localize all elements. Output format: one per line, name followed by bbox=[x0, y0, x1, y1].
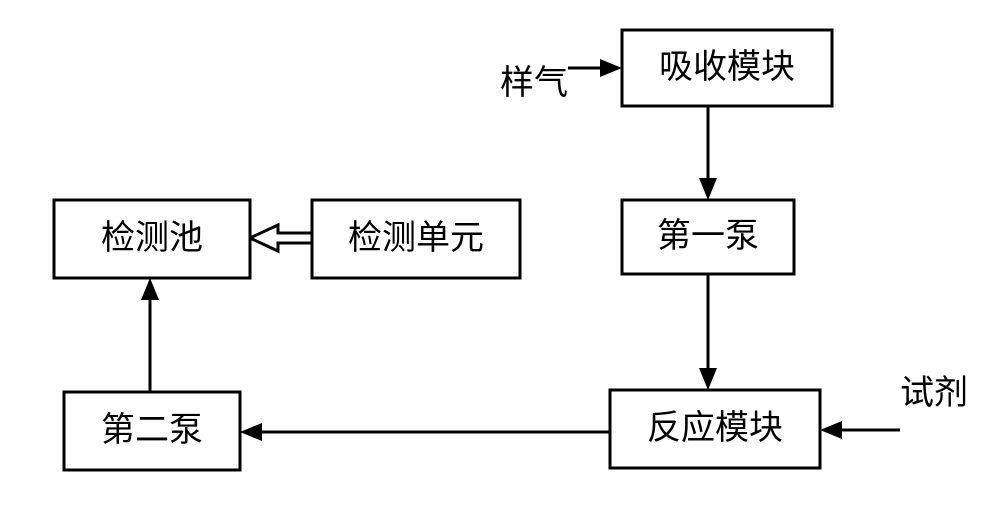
node-pump1-label: 第一泵 bbox=[657, 217, 759, 255]
node-detect_pool-label: 检测池 bbox=[101, 219, 203, 257]
node-pump2: 第二泵 bbox=[64, 392, 240, 470]
flowchart: 吸收模块第一泵反应模块 第二泵 检测池 检测单元 样气试剂 bbox=[0, 0, 1000, 513]
node-react: 反应模块 bbox=[610, 390, 820, 468]
node-pump2-label: 第二泵 bbox=[101, 411, 203, 449]
node-pump1: 第一泵 bbox=[622, 200, 794, 274]
label-sample_gas: 样气 bbox=[500, 64, 568, 102]
node-react-label: 反应模块 bbox=[647, 409, 783, 447]
node-absorb: 吸收模块 bbox=[622, 30, 832, 106]
node-detect_unit: 检测单元 bbox=[312, 200, 520, 278]
node-detect_pool: 检测池 bbox=[54, 200, 250, 278]
node-detect_unit-label: 检测单元 bbox=[348, 219, 484, 257]
label-reagent: 试剂 bbox=[900, 374, 968, 412]
node-absorb-label: 吸收模块 bbox=[659, 48, 795, 86]
